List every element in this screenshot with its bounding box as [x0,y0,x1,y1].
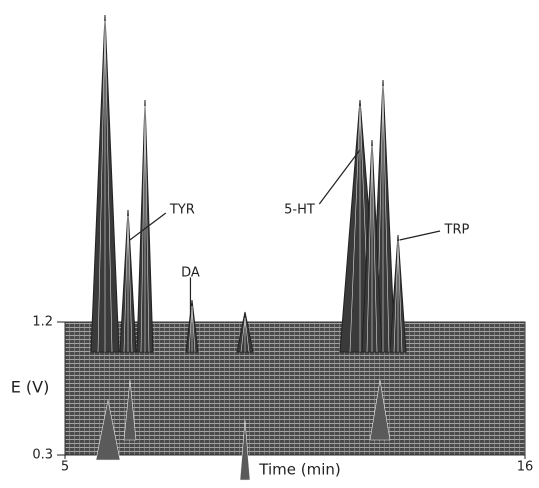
chart: Time (min) E (V) 0.3 1.2 5 16 TYR DA 5-HT TRP [0,0,539,488]
y-axis-label: E (V) [11,378,50,397]
x-tick-label: 5 [61,460,69,475]
x-tick-label: 16 [517,460,534,475]
annotation: DA [181,266,200,281]
annotation-arrow [400,231,441,240]
annotation: 5-HT [284,203,315,218]
y-tick-label: 0.3 [32,448,53,463]
x-axis-label: Time (min) [258,461,340,479]
annotation: TRP [444,223,470,238]
y-tick-label: 1.2 [32,315,53,330]
annotation: TYR [169,203,195,218]
